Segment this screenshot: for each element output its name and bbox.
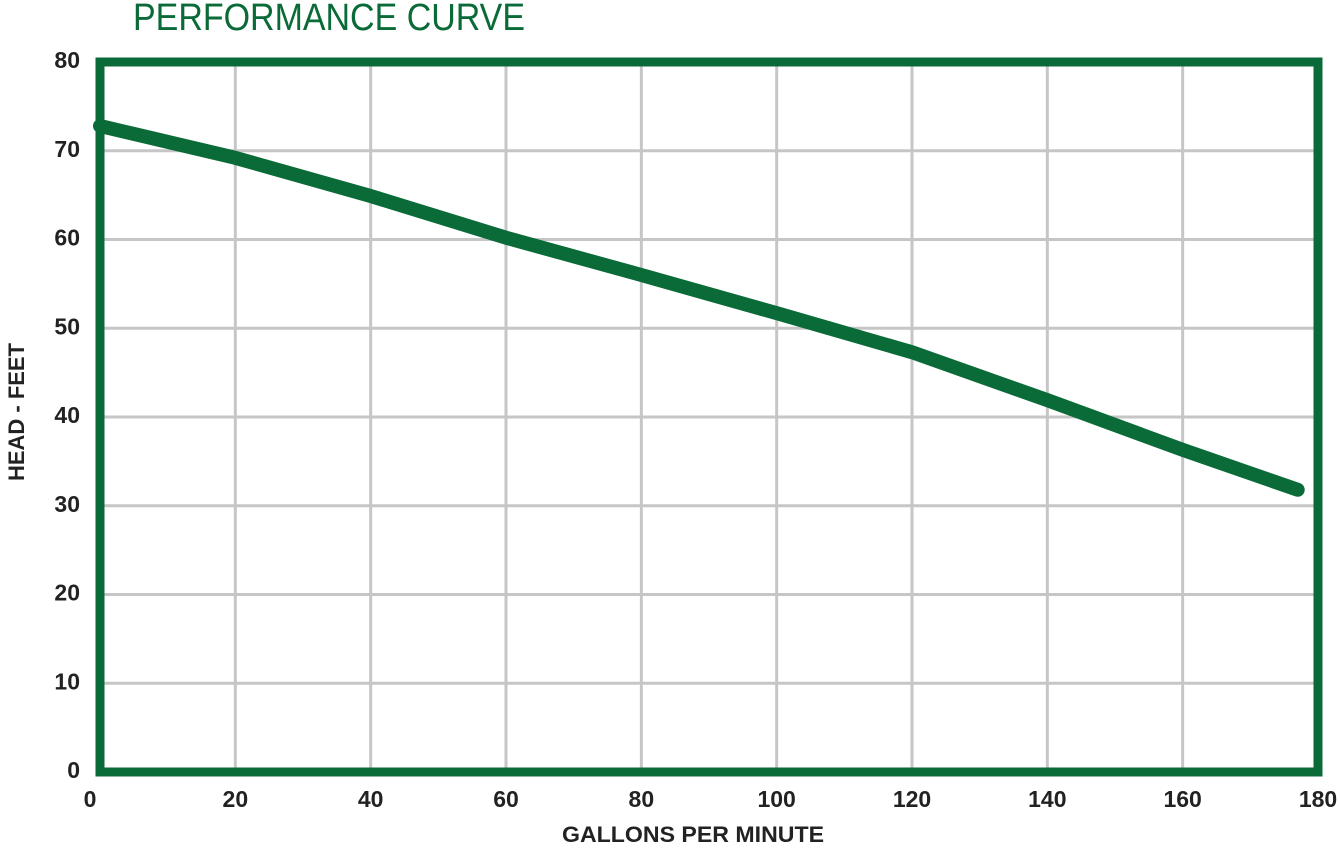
y-tick-label: 60	[54, 225, 80, 251]
chart-title: PERFORMANCE CURVE	[133, 0, 525, 39]
y-tick-label: 10	[54, 668, 80, 694]
x-tick-label: 40	[358, 786, 384, 812]
y-tick-label: 30	[54, 491, 80, 517]
x-tick-label: 140	[1028, 786, 1066, 812]
y-tick-label: 70	[54, 136, 80, 162]
y-tick-label: 40	[54, 402, 80, 428]
y-tick-label: 0	[67, 757, 80, 783]
x-tick-label: 120	[893, 786, 931, 812]
y-axis-label: HEAD - FEET	[4, 342, 29, 481]
performance-line	[93, 118, 1305, 497]
x-tick-label: 60	[493, 786, 519, 812]
x-tick-label: 160	[1163, 786, 1201, 812]
x-tick-label: 20	[223, 786, 249, 812]
y-tick-label: 80	[54, 47, 80, 73]
x-tick-label: 180	[1299, 786, 1337, 812]
x-tick-label: 100	[757, 786, 795, 812]
x-tick-label: 80	[629, 786, 655, 812]
x-axis-label: GALLONS PER MINUTE	[562, 822, 824, 847]
x-tick-label: 0	[84, 786, 97, 812]
plot-frame	[95, 57, 1323, 777]
y-tick-label: 20	[54, 580, 80, 606]
y-tick-label: 50	[54, 313, 80, 339]
